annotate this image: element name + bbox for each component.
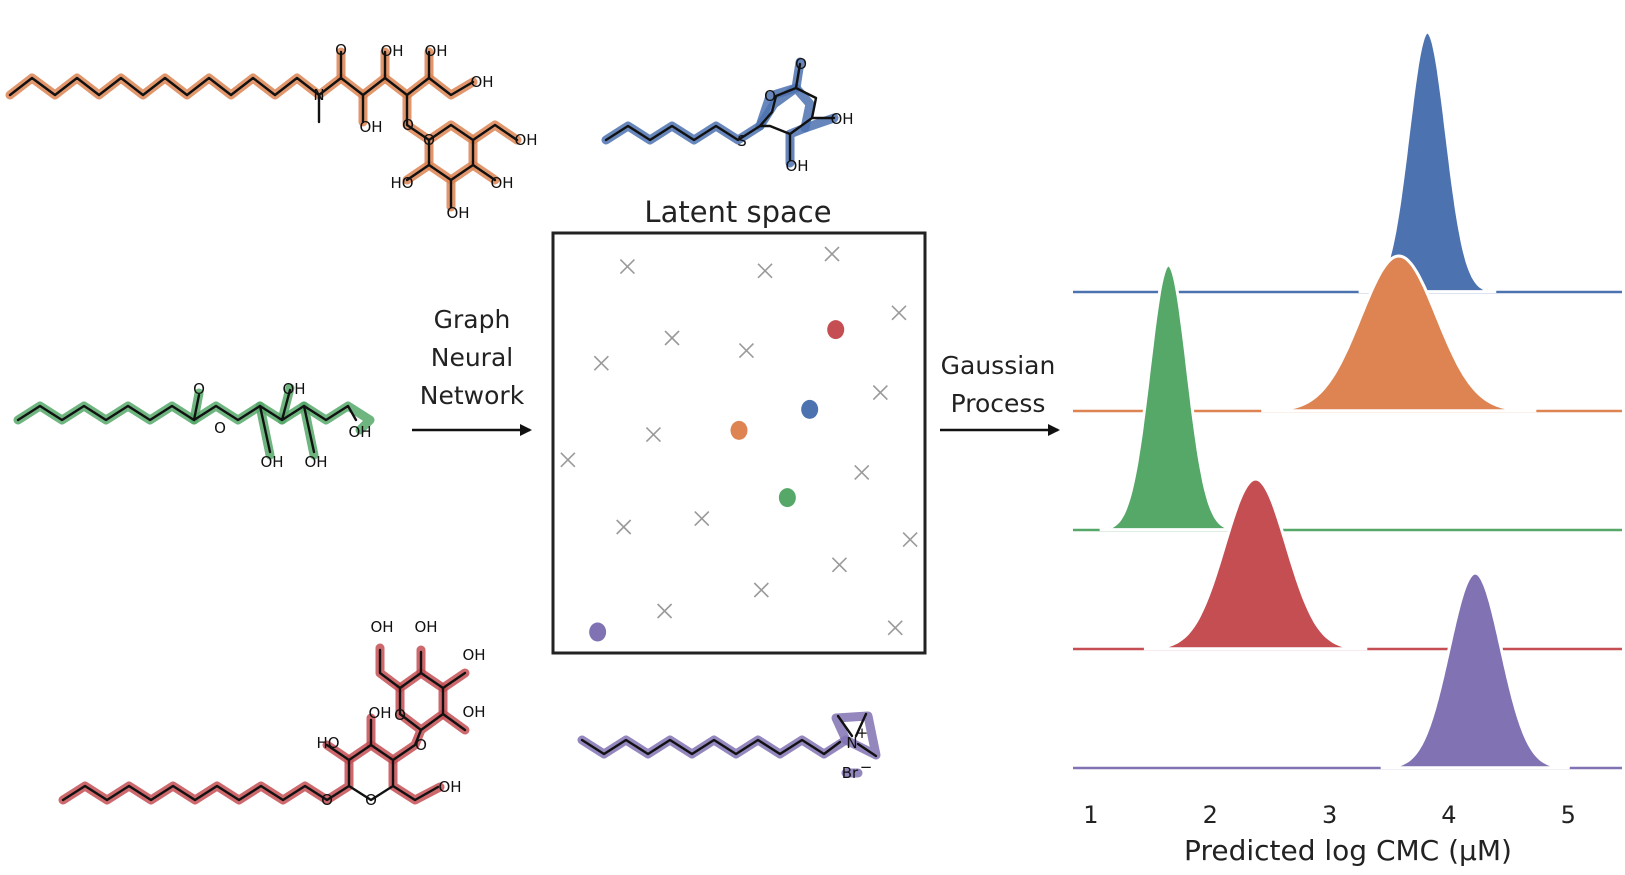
latent-cross-14	[831, 557, 848, 573]
hydroxyl-label: OH	[348, 423, 371, 441]
latent-cross-11	[694, 511, 710, 527]
charge-label: +	[856, 724, 869, 742]
oxygen-label: O	[214, 419, 226, 437]
ridgeline-chart	[1073, 30, 1622, 770]
latent-cross-6	[593, 355, 609, 371]
oxygen-label: O	[335, 41, 347, 59]
x-axis-label: Predicted log CMC (μM)	[1184, 834, 1512, 867]
hydroxyl-label: OH	[304, 453, 327, 471]
latent-point-blue	[801, 399, 819, 419]
ridge-density-green	[1099, 263, 1238, 532]
ridge-density-orange	[1261, 254, 1537, 413]
latent-cross-10	[854, 464, 870, 480]
hydroxyl-label: OH	[490, 174, 513, 192]
latent-point-green	[778, 488, 796, 508]
gnn-label: Graph Neural Network	[420, 305, 525, 410]
hydroxyl-label: OH	[785, 157, 808, 175]
latent-cross-16	[657, 603, 673, 619]
x-tick-label: 3	[1322, 801, 1337, 829]
latent-cross-2	[824, 246, 840, 262]
oxygen-label: O	[394, 706, 406, 724]
x-tick-label: 4	[1441, 801, 1456, 829]
hydroxyl-label: OH	[370, 618, 393, 636]
charge-label: −	[860, 758, 873, 776]
latent-point-red	[827, 320, 845, 340]
gp-label-line2: Process	[951, 389, 1046, 418]
oxygen-label: O	[764, 87, 776, 105]
hydroxyl-label: HO	[316, 734, 339, 752]
latent-cross-12	[616, 519, 632, 535]
oxygen-label: O	[402, 116, 414, 134]
hydroxyl-label: OH	[514, 131, 537, 149]
molecule-green: O O OH OH OH OH	[13, 380, 375, 471]
latent-space-title: Latent space	[644, 195, 831, 229]
ridge-series-purple	[1073, 571, 1622, 770]
ridge-series-blue	[1073, 30, 1622, 294]
latent-space-marks	[560, 246, 918, 642]
molecule-purple: N + Br −	[577, 711, 881, 782]
hydroxyl-label: OH	[446, 204, 469, 222]
gp-label: Gaussian Process	[941, 351, 1056, 418]
latent-cross-17	[887, 620, 903, 636]
oxygen-label: O	[193, 380, 205, 398]
hydroxyl-label: OH	[359, 118, 382, 136]
oxygen-label: O	[321, 791, 333, 809]
hydroxyl-label: OH	[462, 703, 485, 721]
hydroxyl-label: OH	[282, 380, 305, 398]
latent-space-box	[551, 231, 927, 655]
latent-cross-8	[645, 427, 662, 443]
gnn-label-line3: Network	[420, 381, 525, 410]
hydroxyl-label: OH	[380, 42, 403, 60]
latent-cross-7	[872, 385, 888, 401]
molecule-orange: N O OH OH OH OH O O OH HO OH OH	[5, 41, 538, 222]
oxygen-label: O	[415, 736, 427, 754]
molecule-blue: S O O OH OH	[601, 55, 854, 175]
latent-cross-9	[560, 452, 576, 468]
molecule-red: O O O O HO OH OH OH OH OH OH	[58, 618, 486, 809]
x-tick-label: 1	[1083, 801, 1098, 829]
ridge-series-green	[1073, 263, 1622, 532]
hydroxyl-label: OH	[424, 42, 447, 60]
hydroxyl-label: OH	[470, 73, 493, 91]
latent-cross-13	[902, 532, 918, 548]
hydroxyl-label: OH	[260, 453, 283, 471]
ridge-series-red	[1073, 477, 1622, 651]
x-axis-ticks: 1 2 3 4 5	[1083, 801, 1576, 829]
latent-cross-15	[753, 582, 769, 598]
latent-cross-5	[738, 343, 755, 359]
ridge-density-blue	[1358, 30, 1497, 294]
latent-cross-0	[619, 259, 635, 275]
gnn-label-line1: Graph	[434, 305, 511, 334]
latent-cross-4	[664, 330, 680, 346]
oxygen-label: O	[795, 55, 807, 73]
ridge-density-red	[1143, 477, 1368, 651]
latent-cross-1	[757, 263, 773, 279]
x-tick-label: 2	[1203, 801, 1218, 829]
oxygen-label: O	[423, 131, 435, 149]
nitrogen-label: N	[313, 86, 324, 104]
bromide-label: Br	[842, 764, 859, 782]
ridge-density-purple	[1380, 571, 1570, 770]
hydroxyl-label: OH	[462, 646, 485, 664]
latent-cross-3	[891, 305, 907, 321]
hydroxyl-label: OH	[368, 704, 391, 722]
latent-point-purple	[589, 622, 607, 642]
hydroxyl-label: HO	[390, 174, 413, 192]
hydroxyl-label: OH	[438, 778, 461, 796]
hydroxyl-label: OH	[830, 110, 853, 128]
gnn-label-line2: Neural	[431, 343, 513, 372]
sulfur-label: S	[737, 132, 747, 150]
latent-point-orange	[730, 420, 748, 440]
nitrogen-label: N	[846, 734, 857, 752]
gp-label-line1: Gaussian	[941, 351, 1056, 380]
hydroxyl-label: OH	[414, 618, 437, 636]
oxygen-label: O	[365, 791, 377, 809]
x-tick-label: 5	[1561, 801, 1576, 829]
